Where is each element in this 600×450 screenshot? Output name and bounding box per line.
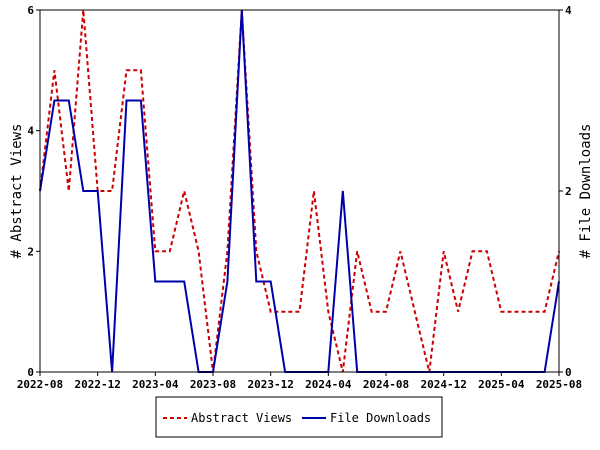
series-line-file-downloads xyxy=(39,9,560,373)
right-tick-label: 4 xyxy=(565,4,572,17)
left-tick-label: 2 xyxy=(27,245,34,258)
x-tick-label: 2022-12 xyxy=(74,378,120,391)
x-tick-label: 2023-12 xyxy=(247,378,293,391)
x-tick-label: 2024-12 xyxy=(420,378,466,391)
series-lines xyxy=(39,9,560,373)
right-tick-label: 2 xyxy=(565,185,572,198)
left-axis-title: # Abstract Views xyxy=(9,124,25,259)
right-tick-label: 0 xyxy=(565,366,572,379)
left-tick-label: 0 xyxy=(27,366,34,379)
plot-frame xyxy=(39,9,560,373)
series-line-abstract-views xyxy=(39,9,560,373)
x-tick-label: 2023-04 xyxy=(132,378,179,391)
x-tick-label: 2024-04 xyxy=(305,378,352,391)
legend-box xyxy=(155,396,443,438)
legend-label-file-downloads: File Downloads xyxy=(330,411,431,425)
x-tick-label: 2023-08 xyxy=(190,378,236,391)
right-y-axis-ticks: 0 2 4 xyxy=(559,4,572,379)
right-axis-title: # File Downloads xyxy=(578,124,594,259)
left-tick-label: 6 xyxy=(27,4,34,17)
legend-label-abstract-views: Abstract Views xyxy=(191,411,292,425)
legend: Abstract Views File Downloads xyxy=(155,396,443,438)
left-tick-label: 4 xyxy=(27,125,34,138)
x-tick-label: 2025-08 xyxy=(536,378,582,391)
x-axis-ticks: 2022-08 2022-12 2023-04 2023-08 2023-12 2024-… xyxy=(17,372,582,391)
x-tick-label: 2024-08 xyxy=(363,378,409,391)
x-tick-label: 2025-04 xyxy=(478,378,525,391)
x-tick-label: 2022-08 xyxy=(17,378,63,391)
left-y-axis-ticks: 0 2 4 6 xyxy=(27,4,40,379)
